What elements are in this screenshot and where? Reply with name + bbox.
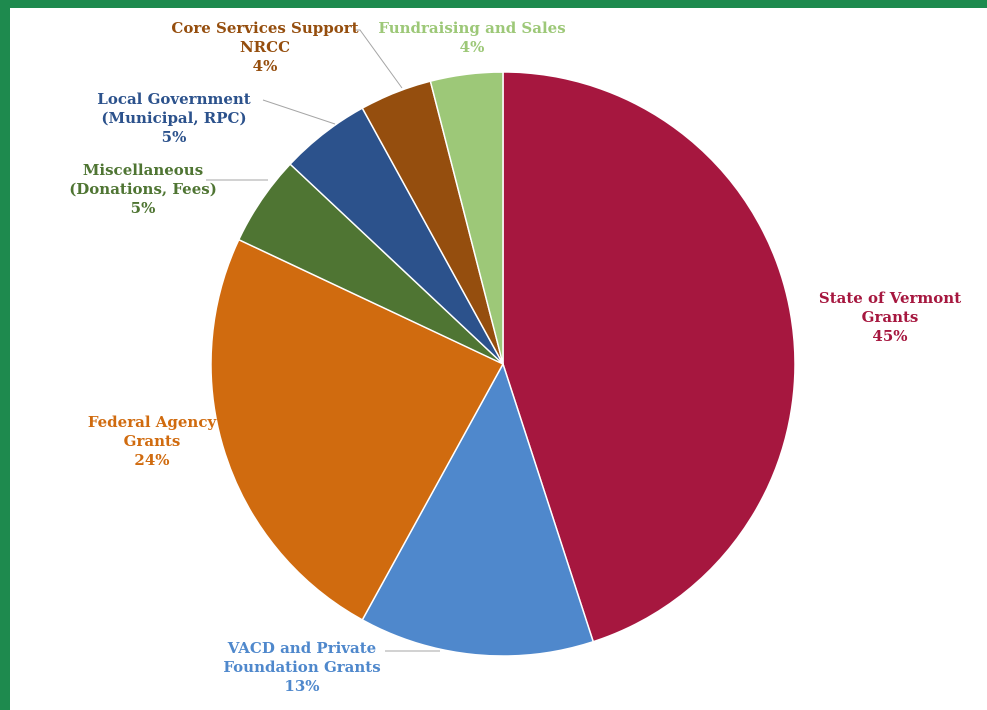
slice-category-label-1: Grants	[862, 308, 919, 326]
leader-line-5	[263, 100, 335, 124]
slice-category-label-2: VACD and Private	[227, 639, 376, 657]
slice-category-label-7: Fundraising and Sales	[378, 19, 565, 37]
slice-category-label-5: Local Government	[97, 90, 251, 108]
slice-category-label-2: Foundation Grants	[223, 658, 380, 676]
slice-category-label-4: Miscellaneous	[83, 161, 203, 179]
slice-category-label-5: (Municipal, RPC)	[101, 109, 246, 127]
slice-percent-label-1: 45%	[872, 327, 907, 345]
leader-line-6	[355, 30, 402, 88]
slice-category-label-3: Grants	[124, 432, 181, 450]
slice-category-label-3: Federal Agency	[88, 413, 218, 431]
pie-slices	[211, 72, 795, 656]
slice-percent-label-6: 4%	[253, 57, 278, 75]
slice-percent-label-2: 13%	[284, 677, 319, 695]
slice-percent-label-3: 24%	[134, 451, 169, 469]
slice-percent-label-5: 5%	[162, 128, 187, 146]
slice-percent-label-7: 4%	[460, 38, 485, 56]
chart-panel: State of Vermont Grants 45% VACD and Privat…	[10, 8, 987, 710]
slice-category-label-4: (Donations, Fees)	[69, 180, 217, 198]
slice-category-label-6: NRCC	[240, 38, 290, 56]
slice-category-label-6: Core Services Support	[171, 19, 358, 37]
slice-category-label-1: State of Vermont	[819, 289, 961, 307]
slice-percent-label-4: 5%	[131, 199, 156, 217]
